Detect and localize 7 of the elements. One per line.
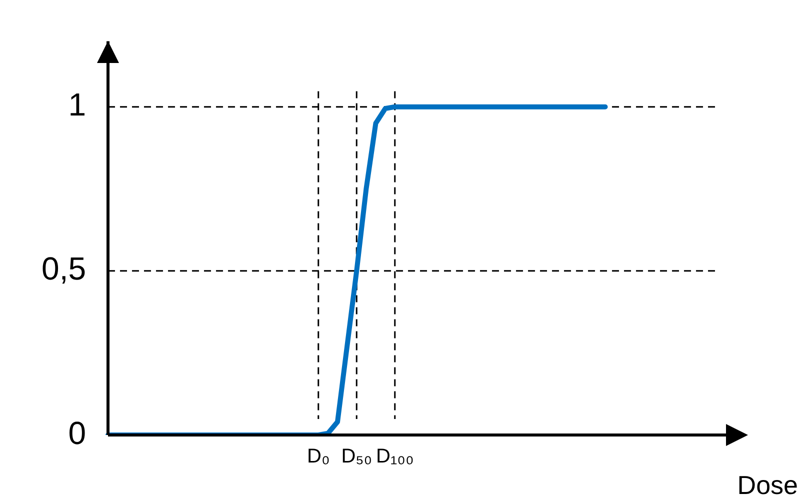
x-tick-label: D₅₀	[341, 446, 372, 468]
y-tick-label: 0,5	[42, 250, 86, 287]
x-tick-label: D₁₀₀	[376, 446, 414, 468]
y-tick-label: 1	[68, 86, 86, 123]
y-tick-label: 0	[68, 414, 86, 451]
x-tick-label: D₀	[307, 446, 330, 468]
x-axis-title: Dose	[737, 470, 798, 500]
